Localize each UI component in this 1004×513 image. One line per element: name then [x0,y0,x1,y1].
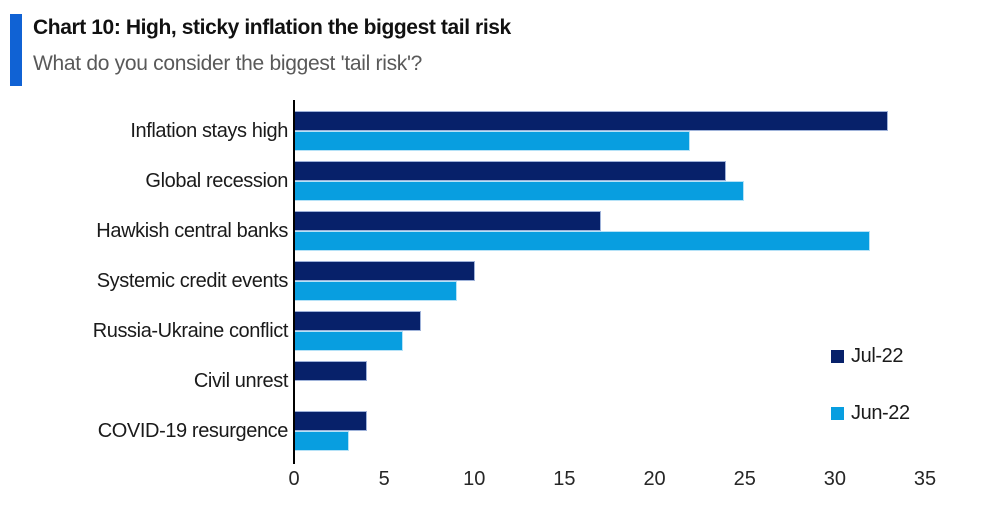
x-tick-label: 10 [463,468,486,490]
legend: Jul-22 Jun-22 [831,344,910,424]
jun22-swatch-icon [831,406,844,420]
x-tick-label: 0 [288,468,300,490]
x-tick-label: 20 [643,468,666,490]
category-label: Russia-Ukraine conflict [92,320,289,342]
plot-area [293,100,924,464]
category-label: Civil unrest [193,370,289,392]
bar-jun22-hawkish [295,231,871,251]
x-tick-label: 30 [823,468,846,490]
bar-jul22-russia-ukraine [295,311,421,331]
chart-title: Chart 10: High, sticky inflation the big… [33,16,511,39]
x-tick-label: 35 [913,468,937,490]
x-tick-label: 5 [378,468,390,490]
jul22-swatch-icon [831,349,844,363]
bar-jul22-civil-unrest [295,361,367,381]
category-label: Hawkish central banks [96,220,288,242]
legend-label: Jun-22 [851,401,910,424]
title-accent-bar [10,14,22,86]
x-tick-label: 25 [733,468,756,490]
bar-jun22-covid [295,431,349,451]
legend-item-jul22: Jul-22 [831,344,910,367]
bar-jun22-russia-ukraine [295,331,403,351]
bar-jul22-credit [295,261,475,281]
bar-jul22-hawkish [295,211,601,231]
bar-jun22-credit [295,281,457,301]
x-axis: 0 5 10 15 20 25 30 35 [288,468,936,492]
x-tick-label: 15 [553,468,576,490]
bar-jun22-inflation [295,131,691,151]
category-label: Systemic credit events [96,270,289,292]
bar-jul22-covid [295,411,367,431]
bar-jul22-inflation [295,111,889,131]
category-label: Global recession [145,170,288,192]
bar-jun22-recession [295,181,745,201]
category-label: COVID-19 resurgence [97,420,289,442]
legend-label: Jul-22 [851,344,904,367]
bar-jul22-recession [295,161,727,181]
chart-subtitle: What do you consider the biggest 'tail r… [33,52,423,75]
legend-item-jun22: Jun-22 [831,401,910,424]
category-label: Inflation stays high [130,120,288,142]
